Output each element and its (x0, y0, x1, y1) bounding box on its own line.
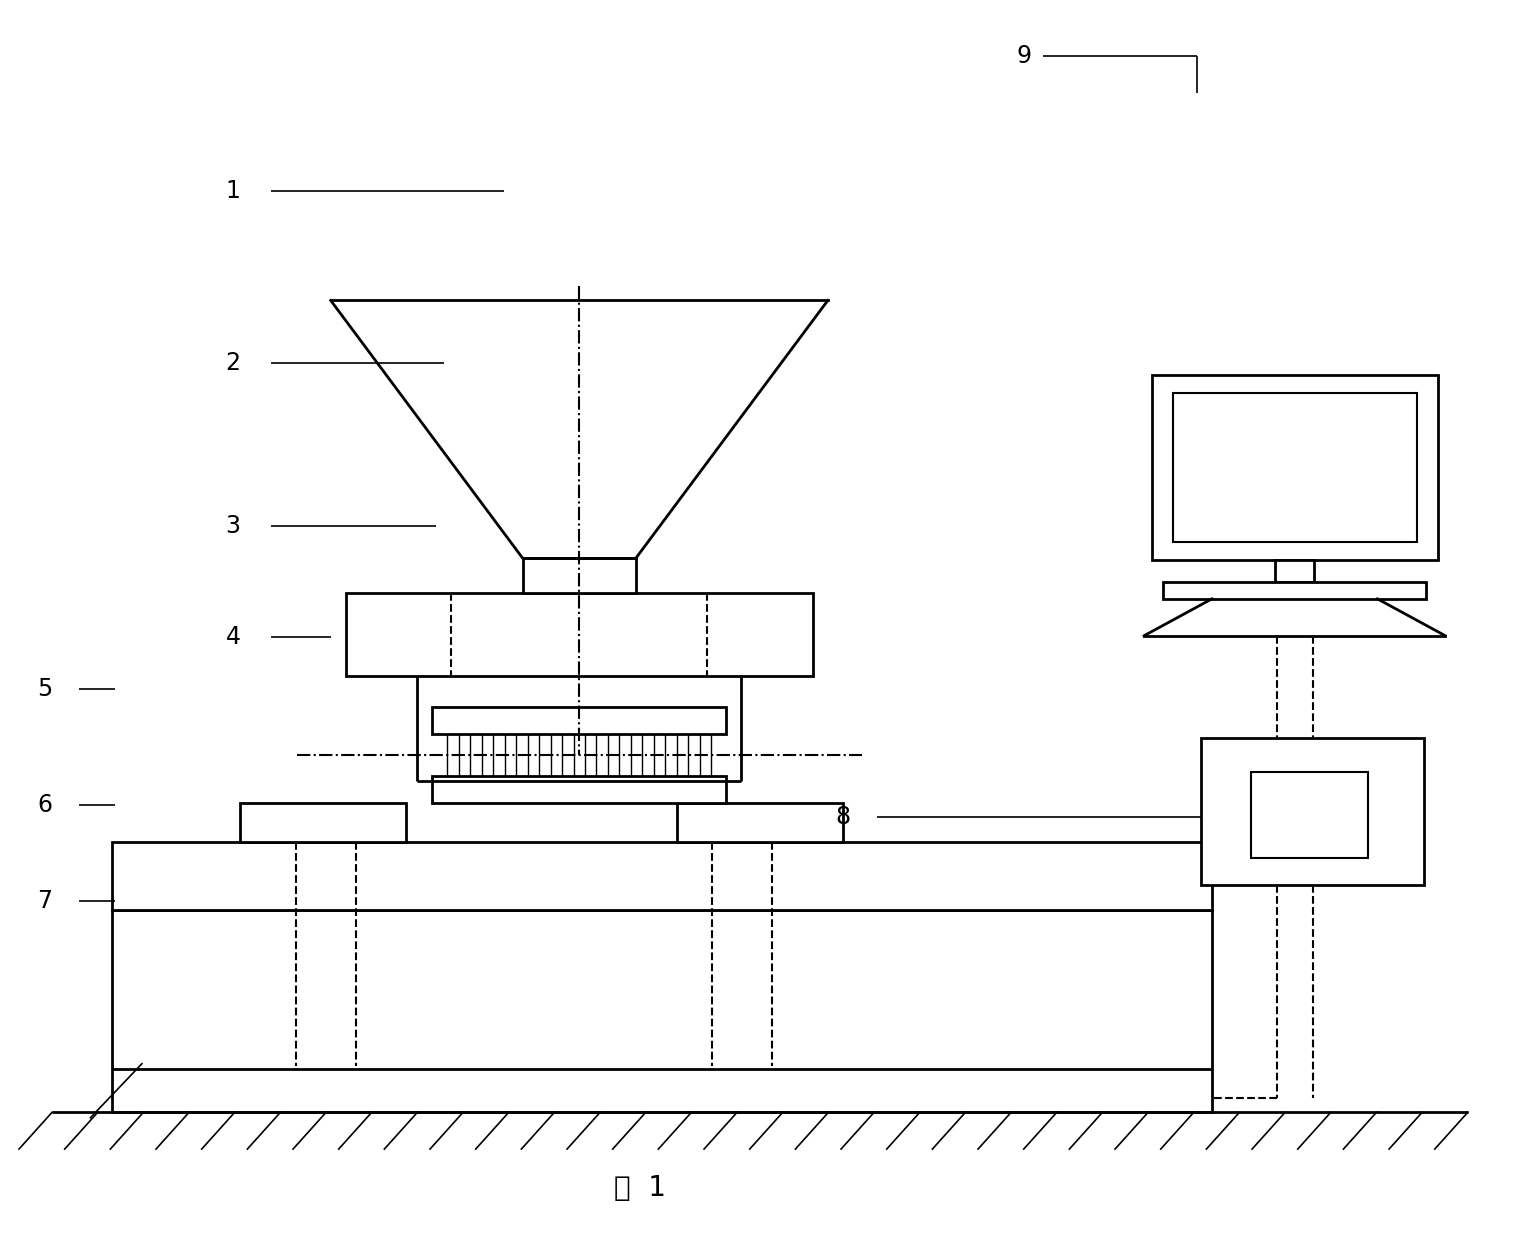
Bar (1152, 375, 1438, 560)
Bar (347, 592, 813, 676)
Bar (432, 707, 727, 734)
Text: 9: 9 (1015, 43, 1031, 68)
Bar (1163, 581, 1426, 599)
Text: 1: 1 (225, 179, 240, 204)
Bar (432, 776, 727, 802)
Bar (1201, 738, 1424, 886)
Bar (112, 909, 1211, 1113)
Bar (523, 559, 635, 592)
Text: 4: 4 (225, 625, 240, 650)
Text: 8: 8 (836, 806, 850, 830)
Text: 6: 6 (36, 794, 52, 817)
Text: 2: 2 (225, 351, 240, 375)
Bar (1172, 392, 1417, 543)
Text: 图  1: 图 1 (614, 1175, 666, 1202)
Text: 3: 3 (225, 514, 240, 539)
Bar (1251, 773, 1368, 858)
Bar (240, 802, 406, 842)
Text: 5: 5 (36, 677, 52, 700)
Bar (112, 842, 1211, 909)
Bar (1275, 560, 1315, 581)
Bar (678, 802, 842, 842)
Text: 7: 7 (36, 889, 52, 913)
